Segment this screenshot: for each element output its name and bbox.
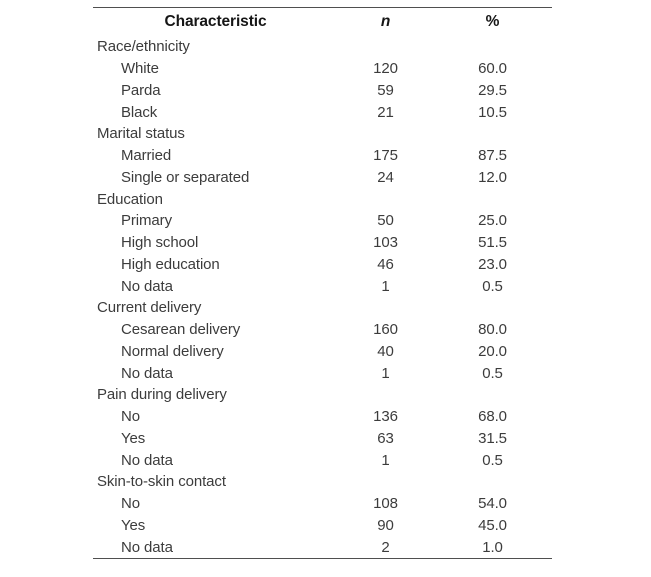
row-label: No	[121, 408, 140, 426]
section-label: Current delivery	[97, 299, 202, 317]
table-row: Primary 50 25.0	[93, 210, 552, 232]
row-label: High school	[121, 234, 199, 252]
header-characteristic: Characteristic	[164, 13, 267, 30]
percent-cell: 80.0	[478, 321, 507, 339]
n-cell: 59	[377, 81, 394, 99]
n-cell: 1	[381, 277, 390, 295]
table-row: Yes 63 31.5	[93, 428, 552, 450]
table-row: High school 103 51.5	[93, 232, 552, 254]
n-cell: 1	[381, 451, 390, 469]
row-label: No data	[121, 277, 173, 295]
table-row: No data 2 1.0	[93, 536, 552, 558]
table-row: Single or separated 24 12.0	[93, 167, 552, 189]
n-cell: 46	[377, 255, 394, 273]
row-label: No	[121, 495, 140, 513]
section-label: Skin-to-skin contact	[97, 473, 226, 491]
table-body: Race/ethnicity White 120 60.0 Parda 59 29.5 Bla…	[93, 36, 552, 558]
percent-cell: 31.5	[478, 429, 507, 447]
n-cell: 136	[373, 408, 398, 426]
header-percent: %	[485, 13, 500, 30]
table-row: No data 1 0.5	[93, 362, 552, 384]
section-label: Pain during delivery	[97, 386, 227, 404]
percent-cell: 1.0	[482, 538, 503, 556]
percent-cell: 20.0	[478, 342, 507, 360]
row-label: Normal delivery	[121, 342, 224, 360]
row-label: Yes	[121, 429, 146, 447]
percent-cell: 51.5	[478, 234, 507, 252]
percent-cell: 68.0	[478, 408, 507, 426]
percent-cell: 10.5	[478, 103, 507, 121]
n-cell: 40	[377, 342, 394, 360]
row-label: Black	[121, 103, 158, 121]
section-label: Race/ethnicity	[97, 38, 190, 56]
section-row: Current delivery	[93, 297, 552, 319]
table-row: Married 175 87.5	[93, 145, 552, 167]
table-row: Black 21 10.5	[93, 101, 552, 123]
n-cell: 2	[381, 538, 390, 556]
row-label: Parda	[121, 81, 161, 99]
percent-cell: 0.5	[482, 451, 503, 469]
table-row: Yes 90 45.0	[93, 515, 552, 537]
section-row: Marital status	[93, 123, 552, 145]
row-label: No data	[121, 364, 173, 382]
row-label: Primary	[121, 212, 172, 230]
section-row: Education	[93, 188, 552, 210]
n-cell: 90	[377, 516, 394, 534]
table-row: Cesarean delivery 160 80.0	[93, 319, 552, 341]
n-cell: 160	[373, 321, 398, 339]
n-cell: 63	[377, 429, 394, 447]
row-label: No data	[121, 451, 173, 469]
n-cell: 103	[373, 234, 398, 252]
n-cell: 50	[377, 212, 394, 230]
row-label: Cesarean delivery	[121, 321, 241, 339]
row-label: Single or separated	[121, 168, 250, 186]
percent-cell: 12.0	[478, 168, 507, 186]
percent-cell: 25.0	[478, 212, 507, 230]
section-row: Race/ethnicity	[93, 36, 552, 58]
table-row: No data 1 0.5	[93, 275, 552, 297]
table-row: No 108 54.0	[93, 493, 552, 515]
section-row: Skin-to-skin contact	[93, 471, 552, 493]
table-header-row: Characteristic n %	[93, 8, 552, 36]
n-cell: 108	[373, 495, 398, 513]
table-row: High education 46 23.0	[93, 254, 552, 276]
n-cell: 1	[381, 364, 390, 382]
section-label: Marital status	[97, 125, 185, 143]
percent-cell: 0.5	[482, 364, 503, 382]
n-cell: 120	[373, 60, 398, 78]
n-cell: 175	[373, 147, 398, 165]
section-row: Pain during delivery	[93, 384, 552, 406]
n-cell: 24	[377, 168, 394, 186]
section-label: Education	[97, 190, 163, 208]
table-row: No 136 68.0	[93, 406, 552, 428]
header-n: n	[380, 13, 391, 30]
table-row: Parda 59 29.5	[93, 80, 552, 102]
percent-cell: 0.5	[482, 277, 503, 295]
row-label: Married	[121, 147, 172, 165]
row-label: High education	[121, 255, 220, 273]
row-label: No data	[121, 538, 173, 556]
percent-cell: 60.0	[478, 60, 507, 78]
percent-cell: 87.5	[478, 147, 507, 165]
percent-cell: 29.5	[478, 81, 507, 99]
row-label: Yes	[121, 516, 146, 534]
n-cell: 21	[377, 103, 394, 121]
percent-cell: 54.0	[478, 495, 507, 513]
percent-cell: 45.0	[478, 516, 507, 534]
table-row: No data 1 0.5	[93, 449, 552, 471]
table-row: Normal delivery 40 20.0	[93, 341, 552, 363]
row-label: White	[121, 60, 159, 78]
percent-cell: 23.0	[478, 255, 507, 273]
table-row: White 120 60.0	[93, 58, 552, 80]
characteristics-table: Characteristic n % Race/ethnicity White 12…	[93, 7, 552, 559]
